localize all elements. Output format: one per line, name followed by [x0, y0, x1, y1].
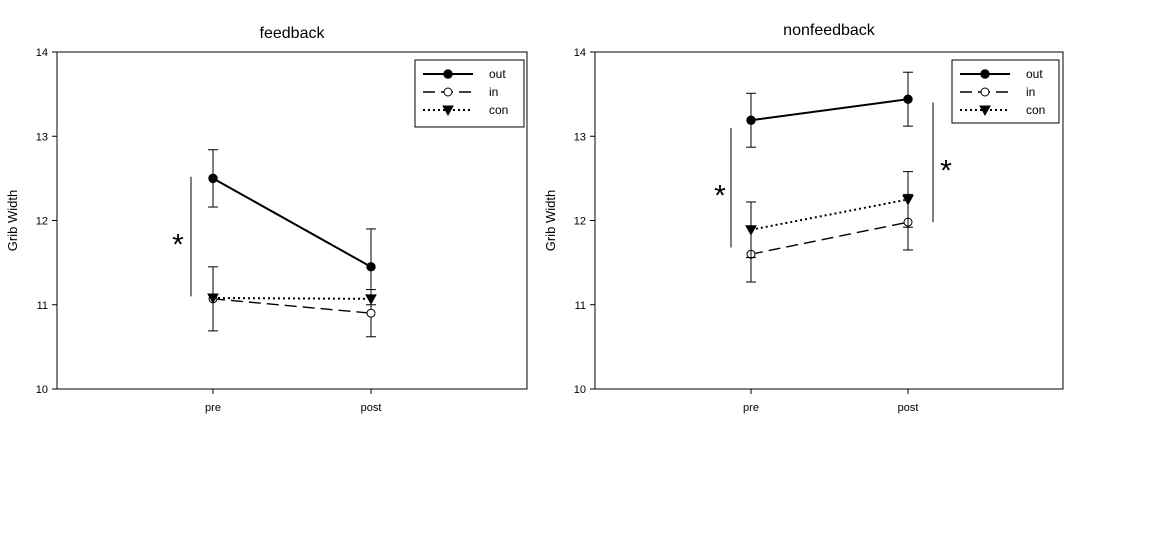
legend-label-in: in: [489, 85, 498, 99]
legend-label-out: out: [1026, 67, 1043, 81]
y-tick-label: 10: [574, 384, 586, 396]
series-line-con: [750, 198, 909, 231]
chart-title: feedback: [260, 25, 326, 42]
data-point-out: [366, 262, 376, 272]
chart-title: nonfeedback: [783, 22, 876, 39]
y-tick-label: 12: [36, 216, 48, 228]
significance-star: *: [714, 180, 726, 213]
y-tick-label: 11: [37, 300, 48, 312]
data-point-out: [208, 173, 218, 184]
x-tick-label: post: [361, 402, 382, 414]
y-tick-label: 14: [574, 47, 586, 59]
significance-star: *: [172, 229, 184, 262]
x-tick-label: post: [898, 402, 919, 414]
data-point-con: [365, 294, 377, 305]
series-line-con: [212, 297, 372, 300]
series-line-out: [212, 177, 372, 268]
legend-marker-out: [443, 69, 453, 79]
legend-marker-con: [442, 105, 454, 117]
data-point-con: [902, 194, 914, 206]
y-tick-label: 11: [575, 300, 586, 312]
legend-marker-in: [443, 87, 453, 97]
series-line-in: [750, 221, 909, 255]
data-point-out: [746, 115, 756, 125]
chart-1: nonfeedback 10 11 12 13 14 pre post Grib Width ou…: [543, 22, 1064, 414]
y-tick-label: 14: [36, 47, 48, 59]
chart-0: feedback 10 11 12 13 14 pre post Grib Width out in…: [5, 25, 528, 414]
data-point-in: [366, 308, 376, 318]
series-line-in: [212, 298, 372, 314]
y-tick-label: 10: [36, 384, 48, 396]
x-tick-label: pre: [205, 402, 221, 414]
y-tick-label: 13: [574, 131, 586, 143]
data-point-con: [745, 225, 757, 236]
legend-label-in: in: [1026, 85, 1035, 99]
legend-label-con: con: [489, 103, 508, 117]
y-tick-label: 12: [574, 216, 586, 228]
significance-star: *: [940, 154, 952, 187]
legend-marker-in: [980, 87, 990, 97]
data-point-con: [207, 293, 219, 305]
legend-box: [414, 59, 525, 128]
series-line-out: [750, 98, 909, 122]
y-axis-label: Grib Width: [543, 190, 558, 251]
y-axis-label: Grib Width: [5, 190, 20, 251]
legend-marker-con: [979, 105, 991, 117]
data-point-out: [903, 94, 913, 104]
legend-label-con: con: [1026, 103, 1045, 117]
legend-label-out: out: [489, 67, 506, 81]
y-tick-label: 13: [36, 131, 48, 143]
x-tick-label: pre: [743, 402, 759, 414]
legend-marker-out: [980, 69, 990, 79]
